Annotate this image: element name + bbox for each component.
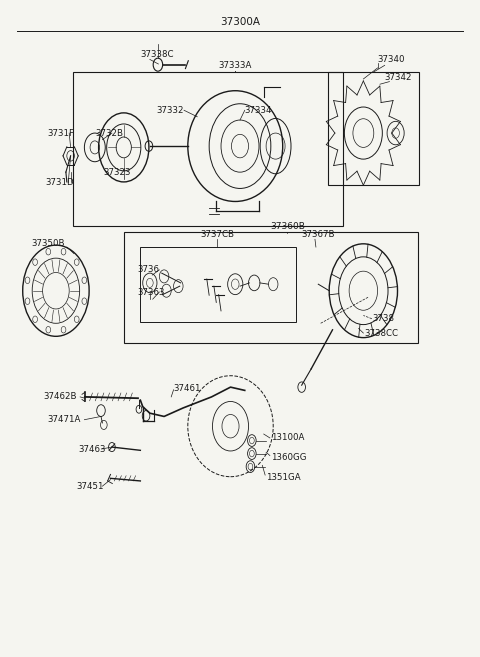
Text: 37360B: 37360B <box>270 222 305 231</box>
Bar <box>73 72 343 225</box>
Text: 37471A: 37471A <box>48 415 81 424</box>
Text: 37350B: 37350B <box>31 239 65 248</box>
Text: 37463: 37463 <box>79 445 106 453</box>
Text: 37367B: 37367B <box>301 229 335 238</box>
Text: 37451: 37451 <box>76 482 104 491</box>
Text: 37334: 37334 <box>245 106 272 115</box>
Text: 3737CB: 3737CB <box>200 229 234 238</box>
Text: 3731F: 3731F <box>48 129 75 137</box>
Text: 37300A: 37300A <box>220 17 260 28</box>
Text: 37461: 37461 <box>174 384 201 393</box>
Text: 37363: 37363 <box>137 288 165 296</box>
Text: 3738: 3738 <box>373 314 395 323</box>
Text: 3736: 3736 <box>137 265 159 275</box>
Text: 1360GG: 1360GG <box>271 453 306 462</box>
Text: 3738CC: 3738CC <box>364 328 398 338</box>
Text: 3731D: 3731D <box>46 178 74 187</box>
Text: 37462B: 37462B <box>43 392 77 401</box>
Text: 3732B: 3732B <box>96 129 123 137</box>
Text: 1351GA: 1351GA <box>266 472 300 482</box>
Text: 37333A: 37333A <box>218 61 252 70</box>
Text: 37332: 37332 <box>156 106 184 115</box>
Text: 37323: 37323 <box>103 168 131 177</box>
Bar <box>140 247 296 322</box>
Text: 37342: 37342 <box>384 73 412 81</box>
Text: 37338C: 37338C <box>140 51 174 59</box>
Bar <box>124 232 418 344</box>
Text: 13100A: 13100A <box>271 434 304 442</box>
Text: 37340: 37340 <box>378 55 405 64</box>
Bar <box>328 72 420 185</box>
